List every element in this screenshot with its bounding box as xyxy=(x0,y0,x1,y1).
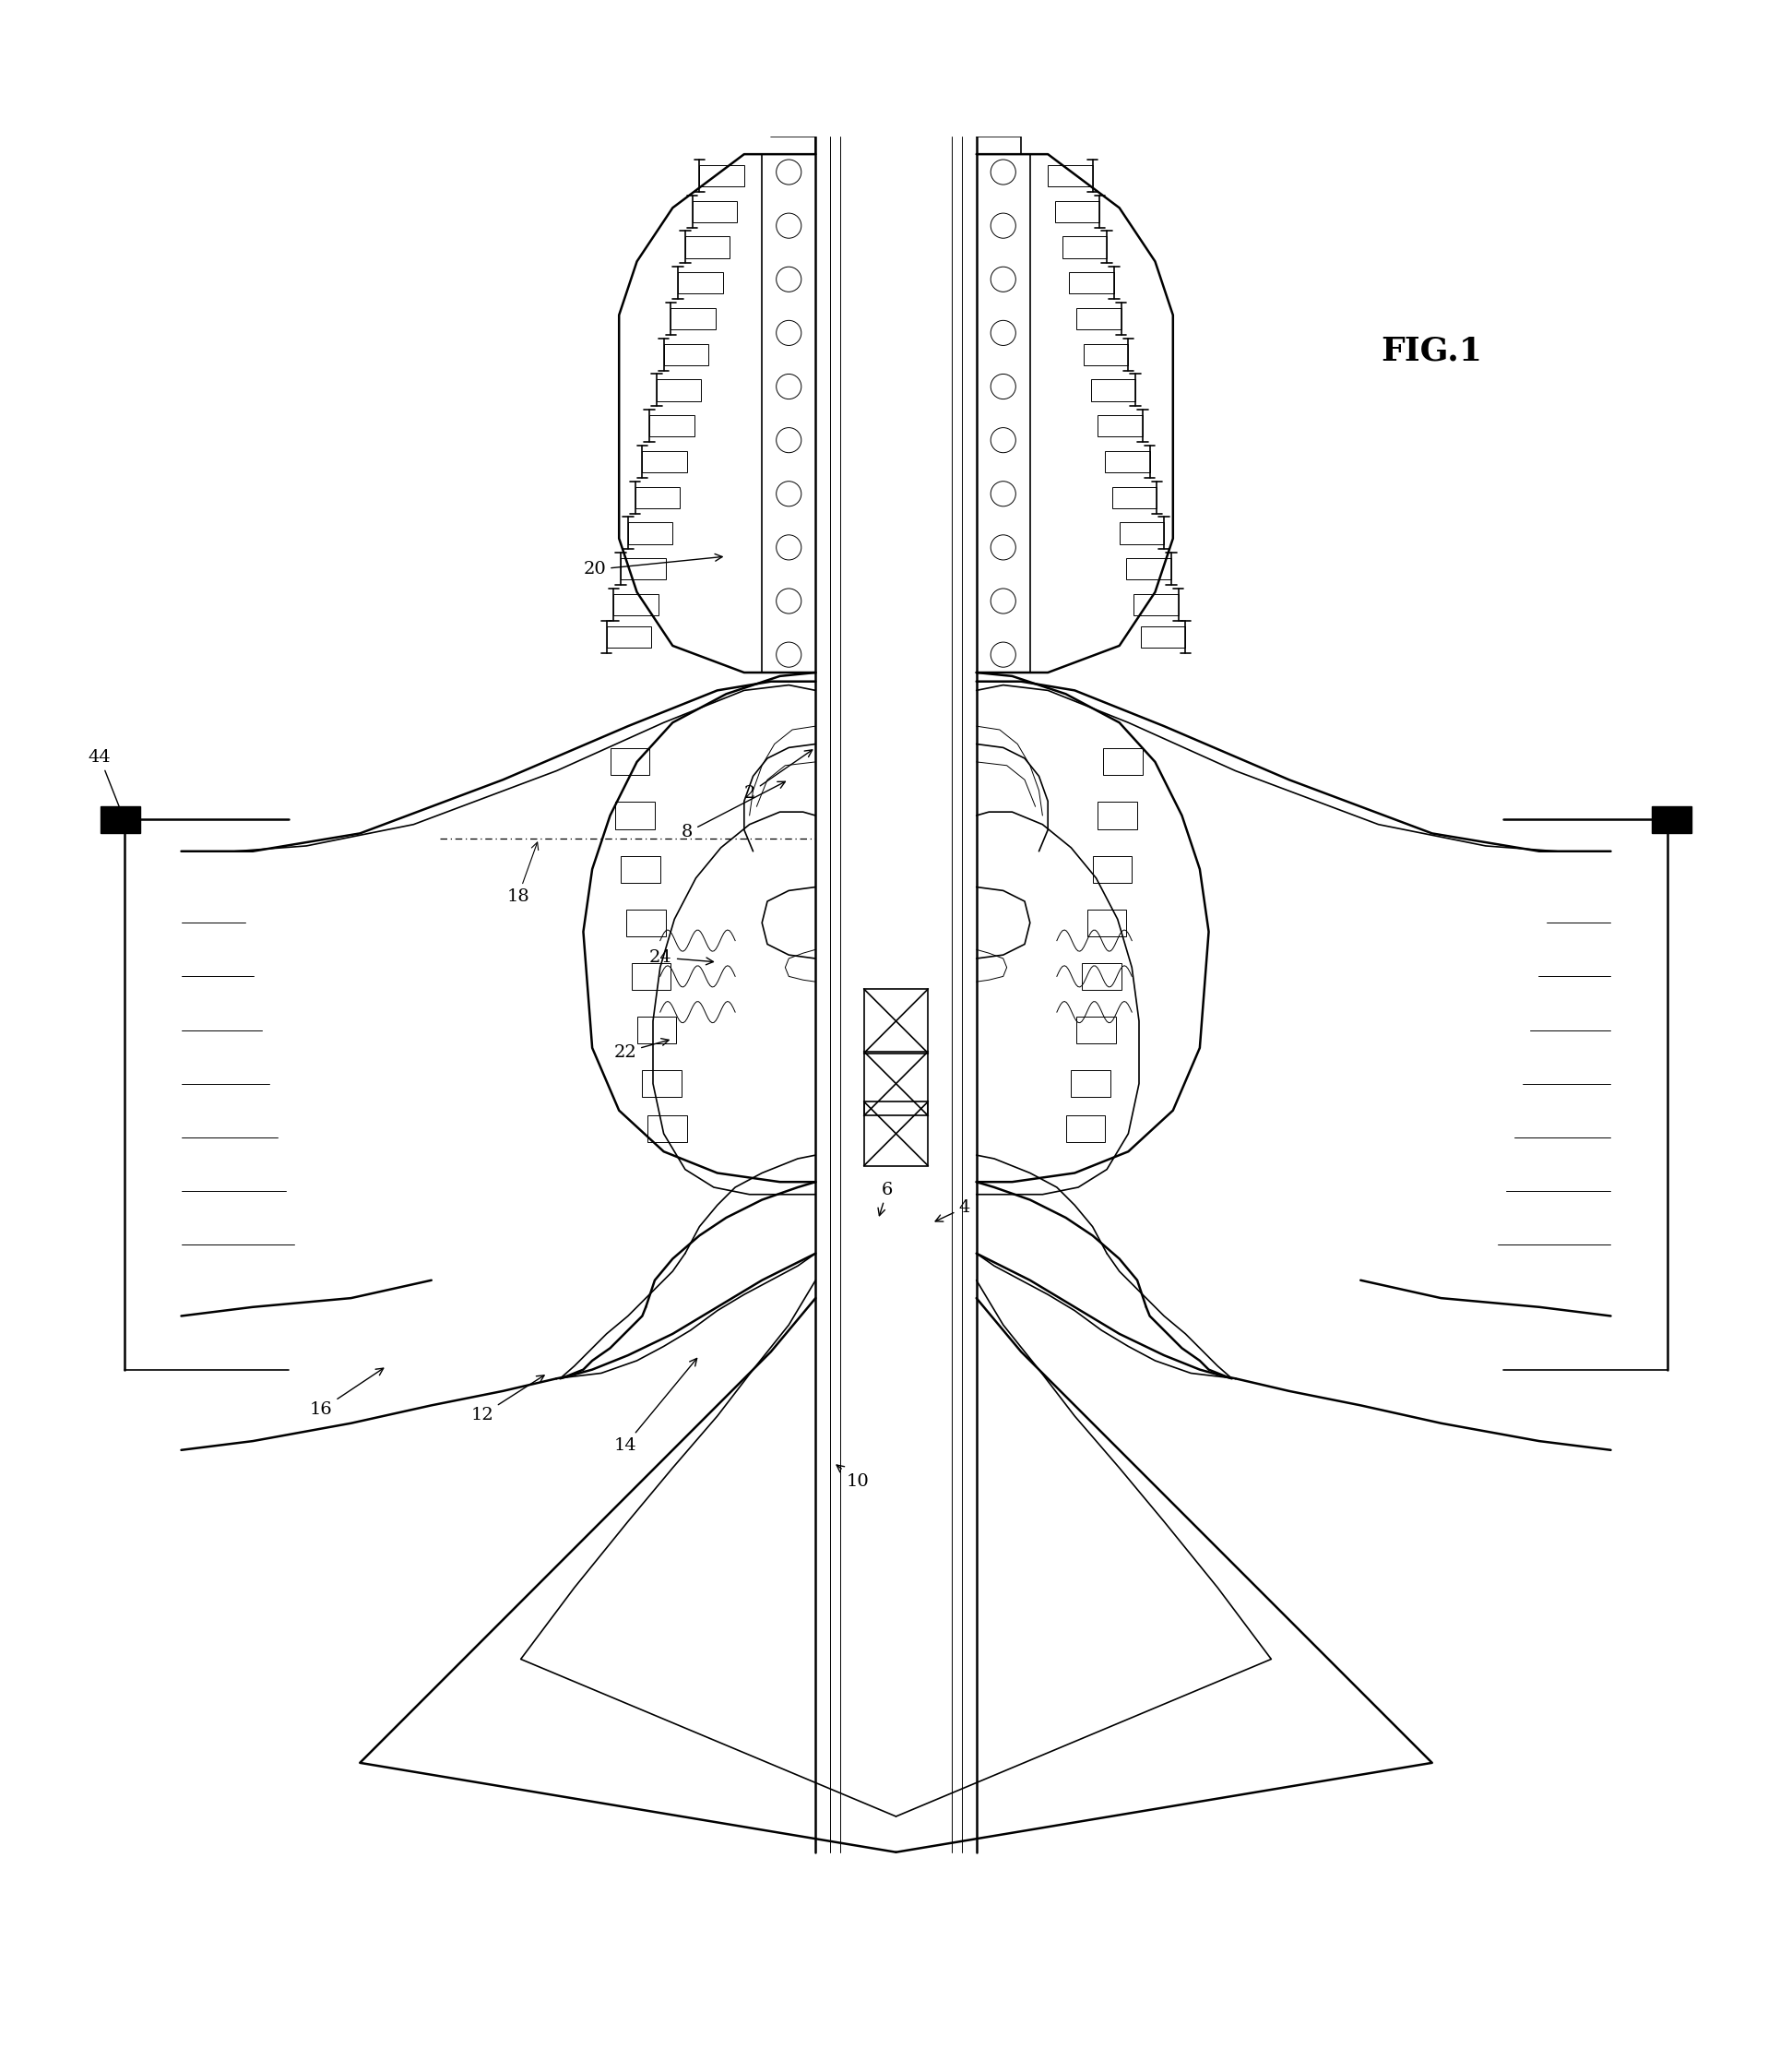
Circle shape xyxy=(991,212,1016,239)
Bar xyxy=(1063,237,1107,258)
Text: 14: 14 xyxy=(613,1358,697,1454)
Bar xyxy=(1106,451,1150,472)
Bar xyxy=(613,593,658,616)
Circle shape xyxy=(991,536,1016,560)
Bar xyxy=(636,1016,676,1044)
Bar xyxy=(864,989,928,1053)
Bar xyxy=(1098,416,1143,437)
Bar xyxy=(615,801,654,828)
Bar xyxy=(1066,1114,1106,1141)
Bar xyxy=(606,626,650,647)
Bar xyxy=(692,200,737,222)
Bar xyxy=(1084,344,1129,365)
Circle shape xyxy=(776,268,801,293)
Circle shape xyxy=(776,428,801,453)
Bar xyxy=(1082,962,1122,989)
Bar xyxy=(677,272,722,295)
Bar xyxy=(685,237,729,258)
Bar xyxy=(699,165,744,185)
Text: 8: 8 xyxy=(681,781,785,840)
Bar xyxy=(609,748,649,775)
Bar xyxy=(864,1102,928,1166)
Circle shape xyxy=(776,643,801,667)
Text: 16: 16 xyxy=(310,1368,383,1417)
Bar xyxy=(1072,1071,1111,1098)
Bar xyxy=(620,558,665,579)
Bar xyxy=(1120,523,1165,544)
Bar xyxy=(1142,626,1186,647)
Bar xyxy=(1093,855,1133,882)
Bar xyxy=(620,855,659,882)
Bar xyxy=(647,1114,686,1141)
Bar xyxy=(1652,808,1692,834)
Text: 44: 44 xyxy=(88,750,124,816)
Text: FIG.1: FIG.1 xyxy=(1382,336,1482,367)
Circle shape xyxy=(776,589,801,614)
Bar xyxy=(864,1051,928,1117)
Circle shape xyxy=(991,159,1016,185)
Text: 22: 22 xyxy=(613,1038,668,1061)
Bar xyxy=(663,344,708,365)
Bar xyxy=(1070,272,1115,295)
Bar xyxy=(1048,165,1093,185)
Circle shape xyxy=(776,159,801,185)
Circle shape xyxy=(776,536,801,560)
Text: 2: 2 xyxy=(744,750,812,801)
Circle shape xyxy=(991,643,1016,667)
Text: 4: 4 xyxy=(935,1199,969,1222)
Bar xyxy=(627,523,672,544)
Bar xyxy=(625,908,665,935)
Text: 18: 18 xyxy=(507,843,538,904)
Bar xyxy=(1098,801,1138,828)
Text: 12: 12 xyxy=(471,1376,545,1423)
Circle shape xyxy=(776,212,801,239)
Bar xyxy=(656,379,701,402)
Circle shape xyxy=(991,428,1016,453)
Circle shape xyxy=(776,321,801,346)
Bar xyxy=(1077,307,1122,330)
Text: 20: 20 xyxy=(584,554,722,579)
Bar xyxy=(1088,908,1127,935)
Bar xyxy=(1091,379,1136,402)
Bar xyxy=(631,962,670,989)
Circle shape xyxy=(776,482,801,507)
Bar xyxy=(649,416,694,437)
Bar xyxy=(100,808,140,834)
Circle shape xyxy=(991,589,1016,614)
Circle shape xyxy=(991,375,1016,400)
Bar xyxy=(1104,748,1143,775)
Bar xyxy=(670,307,715,330)
Text: 24: 24 xyxy=(649,950,713,966)
Bar xyxy=(1077,1016,1116,1044)
Bar xyxy=(1055,200,1100,222)
Bar xyxy=(1127,558,1172,579)
Circle shape xyxy=(991,321,1016,346)
Bar xyxy=(1113,486,1158,509)
Text: 10: 10 xyxy=(837,1465,869,1489)
Circle shape xyxy=(776,375,801,400)
Circle shape xyxy=(991,268,1016,293)
Circle shape xyxy=(991,482,1016,507)
Bar xyxy=(1134,593,1179,616)
Bar xyxy=(642,451,686,472)
Bar xyxy=(642,1071,681,1098)
Bar xyxy=(634,486,679,509)
Text: 6: 6 xyxy=(878,1182,892,1215)
